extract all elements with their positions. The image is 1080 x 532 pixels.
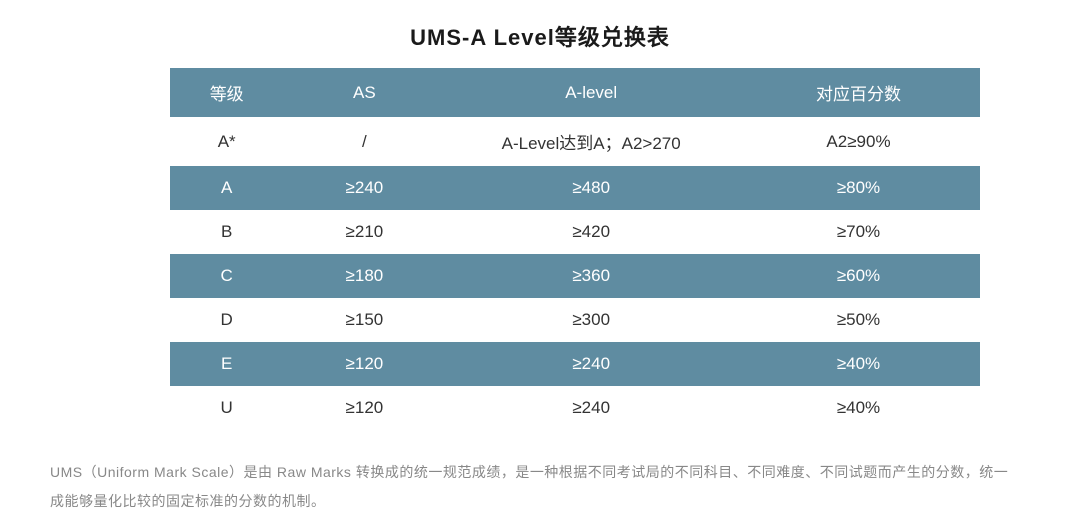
cell-alevel: ≥300: [445, 298, 737, 342]
table-row: D ≥150 ≥300 ≥50%: [170, 298, 980, 342]
cell-grade: D: [170, 298, 283, 342]
cell-percent: ≥60%: [737, 254, 980, 298]
cell-percent: ≥70%: [737, 210, 980, 254]
cell-alevel: ≥480: [445, 166, 737, 210]
cell-as: ≥120: [283, 342, 445, 386]
table-row: A* / A-Level达到A；A2>270 A2≥90%: [170, 117, 980, 166]
cell-as: ≥120: [283, 386, 445, 430]
cell-as: ≥180: [283, 254, 445, 298]
cell-alevel: ≥360: [445, 254, 737, 298]
cell-as: /: [283, 117, 445, 166]
cell-grade: A*: [170, 117, 283, 166]
cell-percent: ≥40%: [737, 342, 980, 386]
cell-alevel: ≥240: [445, 386, 737, 430]
table-wrapper: 等级 AS A-level 对应百分数 A* / A-Level达到A；A2>2…: [170, 68, 980, 430]
cell-percent: ≥40%: [737, 386, 980, 430]
conversion-table: 等级 AS A-level 对应百分数 A* / A-Level达到A；A2>2…: [170, 68, 980, 430]
table-row: C ≥180 ≥360 ≥60%: [170, 254, 980, 298]
table-row: A ≥240 ≥480 ≥80%: [170, 166, 980, 210]
cell-as: ≥150: [283, 298, 445, 342]
col-percent: 对应百分数: [737, 68, 980, 117]
col-alevel: A-level: [445, 68, 737, 117]
table-header: 等级 AS A-level 对应百分数: [170, 68, 980, 117]
cell-grade: C: [170, 254, 283, 298]
table-body: A* / A-Level达到A；A2>270 A2≥90% A ≥240 ≥48…: [170, 117, 980, 430]
col-as: AS: [283, 68, 445, 117]
cell-as: ≥240: [283, 166, 445, 210]
page-title: UMS-A Level等级兑换表: [40, 20, 1040, 52]
footnote-text: UMS（Uniform Mark Scale）是由 Raw Marks 转换成的…: [40, 458, 1040, 517]
cell-grade: B: [170, 210, 283, 254]
cell-grade: A: [170, 166, 283, 210]
cell-grade: E: [170, 342, 283, 386]
cell-alevel: A-Level达到A；A2>270: [445, 117, 737, 166]
cell-alevel: ≥240: [445, 342, 737, 386]
cell-percent: A2≥90%: [737, 117, 980, 166]
cell-as: ≥210: [283, 210, 445, 254]
cell-grade: U: [170, 386, 283, 430]
table-row: B ≥210 ≥420 ≥70%: [170, 210, 980, 254]
cell-percent: ≥80%: [737, 166, 980, 210]
col-grade: 等级: [170, 68, 283, 117]
table-row: U ≥120 ≥240 ≥40%: [170, 386, 980, 430]
table-row: E ≥120 ≥240 ≥40%: [170, 342, 980, 386]
page-container: UMS-A Level等级兑换表 等级 AS A-level 对应百分数 A* …: [40, 20, 1040, 517]
cell-percent: ≥50%: [737, 298, 980, 342]
table-header-row: 等级 AS A-level 对应百分数: [170, 68, 980, 117]
cell-alevel: ≥420: [445, 210, 737, 254]
